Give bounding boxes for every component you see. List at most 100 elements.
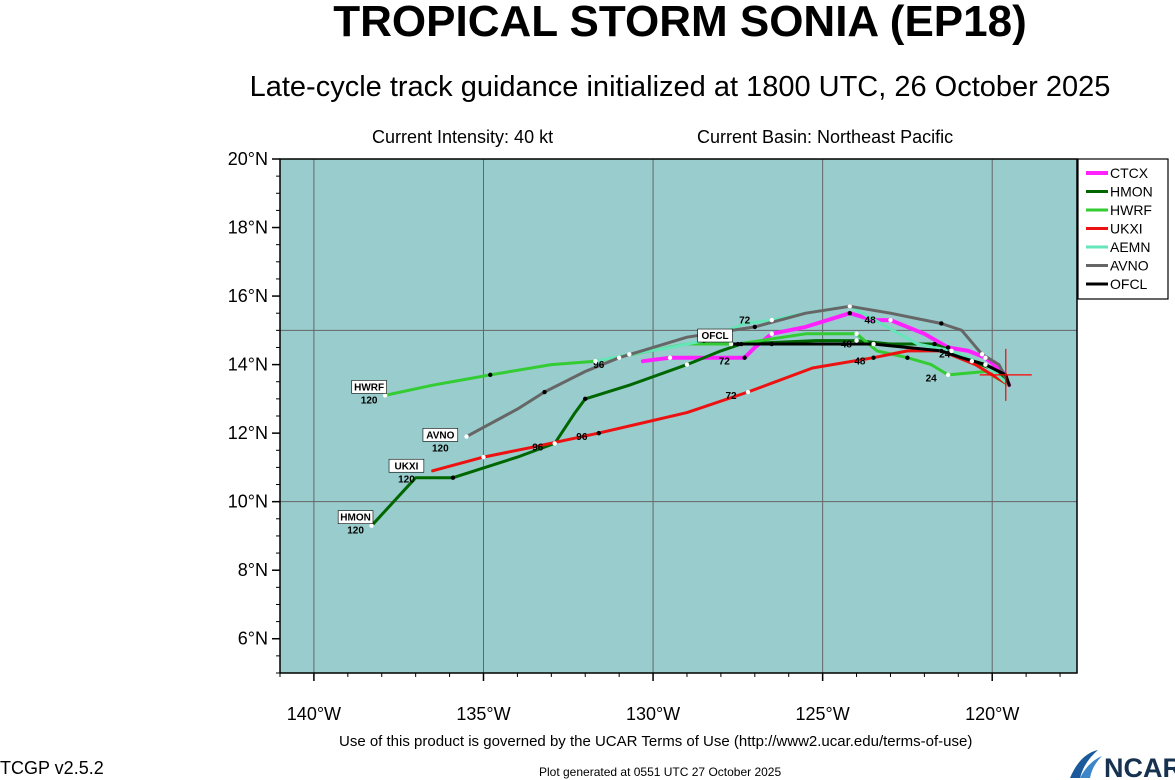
track-point-ofcl (769, 341, 774, 347)
track-end-tag-box (351, 380, 387, 394)
ncar-logo-text: NCAR (1104, 753, 1175, 780)
y-tick-label: 12°N (228, 423, 268, 443)
track-end-tag-box (337, 510, 374, 524)
track-end-tag: HMON (340, 513, 371, 524)
track-point-avno (464, 434, 469, 439)
legend-label-hmon: HMON (1110, 184, 1153, 200)
track-end-tag-box (388, 458, 425, 473)
forecast-hour-label: 48 (865, 315, 877, 326)
forecast-hour-label: 72 (726, 391, 738, 402)
track-point-avno (847, 304, 852, 309)
y-tick-label: 14°N (228, 355, 268, 375)
legend-label-avno: AVNO (1110, 258, 1149, 274)
ncar-logo-swoosh-2 (1080, 756, 1102, 778)
legend-label-aemn: AEMN (1110, 239, 1150, 255)
legend-label-ukxi: UKXI (1110, 221, 1143, 237)
track-point-hwrf (854, 331, 859, 336)
forecast-hour-label: 96 (532, 442, 544, 453)
track-point-aemn (769, 317, 774, 323)
forecast-hour-label: 48 (854, 357, 866, 368)
x-tick-label: 120°W (965, 704, 1019, 724)
track-point-ukxi (745, 389, 751, 395)
forecast-tracks (370, 304, 1012, 528)
track-point-ukxi (871, 355, 876, 360)
track-point-aemn (627, 352, 632, 357)
forecast-hour-label: 24 (926, 374, 938, 385)
x-tick-label: 140°W (287, 704, 341, 724)
track-point-ofcl (939, 348, 944, 354)
generated-timestamp: Plot generated at 0551 UTC 27 October 20… (539, 765, 782, 779)
track-end-tag: AVNO (426, 430, 454, 441)
x-tick-label: 125°W (796, 704, 850, 724)
track-ctcx (640, 311, 1012, 388)
track-point-hmon (552, 441, 557, 446)
current-basin: Current Basin: Northeast Pacific (697, 127, 954, 147)
track-point-hmon (450, 475, 456, 480)
track-end-tag: UKXI (394, 461, 418, 472)
y-tick-label: 16°N (228, 286, 268, 306)
forecast-hour-label: 96 (593, 360, 605, 371)
end-hour-label: 120 (398, 474, 415, 485)
track-avno (465, 304, 1011, 439)
forecast-hour-label: 96 (576, 432, 588, 443)
track-point-ctcx (742, 355, 747, 360)
legend-label-hwrf: HWRF (1110, 202, 1152, 218)
track-point-hwrf (488, 372, 493, 378)
chart-title: TROPICAL STORM SONIA (EP18) (333, 0, 1027, 46)
legend-label-ofcl: OFCL (1110, 276, 1148, 292)
current-intensity: Current Intensity: 40 kt (372, 127, 554, 147)
y-tick-label: 6°N (238, 629, 268, 649)
forecast-hour-label: 24 (939, 350, 951, 361)
track-ofcl (729, 342, 1011, 387)
axis-ticks: 140°W 135°W 130°W 125°W 120°W 6°N 8°N 10°N 12°N 1… (228, 149, 1061, 724)
track-point-hmon (684, 362, 690, 367)
track-end-tag: HWRF (354, 382, 384, 393)
track-point-ctcx (847, 311, 852, 316)
track-point-hmon (583, 396, 588, 402)
track-end-tag-box (697, 328, 733, 343)
y-tick-label: 8°N (238, 560, 268, 580)
forecast-hour-label: 72 (719, 357, 731, 368)
forecast-hour-label: 48 (841, 339, 853, 350)
track-point-hmon (739, 341, 744, 347)
x-tick-label: 135°W (456, 704, 510, 724)
track-point-ofcl (871, 341, 876, 347)
track-end-tag: OFCL (701, 331, 728, 342)
end-hour-label: 120 (361, 395, 378, 406)
track-point-avno (616, 355, 622, 360)
y-tick-label: 18°N (228, 218, 268, 238)
track-point-avno (542, 389, 547, 395)
track-point-ctcx (667, 355, 673, 360)
track-point-hmon (969, 358, 975, 364)
terms-of-use-note: Use of this product is governed by the U… (339, 733, 973, 750)
lat-lon-grid (280, 159, 1077, 673)
track-point-ofcl (983, 362, 988, 367)
track-hwrf (383, 332, 1011, 397)
track-point-avno (979, 352, 985, 357)
ncar-logo-swoosh (1070, 750, 1098, 778)
x-tick-label: 130°W (626, 704, 680, 724)
current-storm-position-marker (979, 348, 1032, 401)
legend-label-ctcx: CTCX (1110, 165, 1149, 181)
track-point-ctcx (945, 345, 951, 350)
track-markers: 72 96 48 96 120 HMON 24 120 HWRF 72 48 96 120 UKXI 120… (337, 304, 988, 537)
track-point-ukxi (596, 430, 601, 436)
track-point-ofcl (728, 341, 734, 347)
end-hour-label: 120 (432, 443, 449, 454)
y-tick-label: 20°N (228, 149, 268, 169)
track-point-ctcx (888, 317, 893, 323)
track-point-ctcx (983, 355, 988, 360)
track-point-hmon (932, 341, 937, 347)
map-frame (279, 158, 1078, 674)
track-point-avno (939, 321, 944, 326)
track-point-aemn (949, 348, 954, 354)
track-point-ukxi (481, 454, 486, 460)
track-point-hwrf (945, 372, 951, 378)
version-label: TCGP v2.5.2 (0, 758, 104, 778)
forecast-hour-label: 72 (739, 315, 751, 326)
track-point-hwrf (593, 358, 598, 364)
y-tick-label: 10°N (228, 492, 268, 512)
track-point-avno (752, 324, 758, 330)
track-point-hwrf (735, 341, 741, 347)
